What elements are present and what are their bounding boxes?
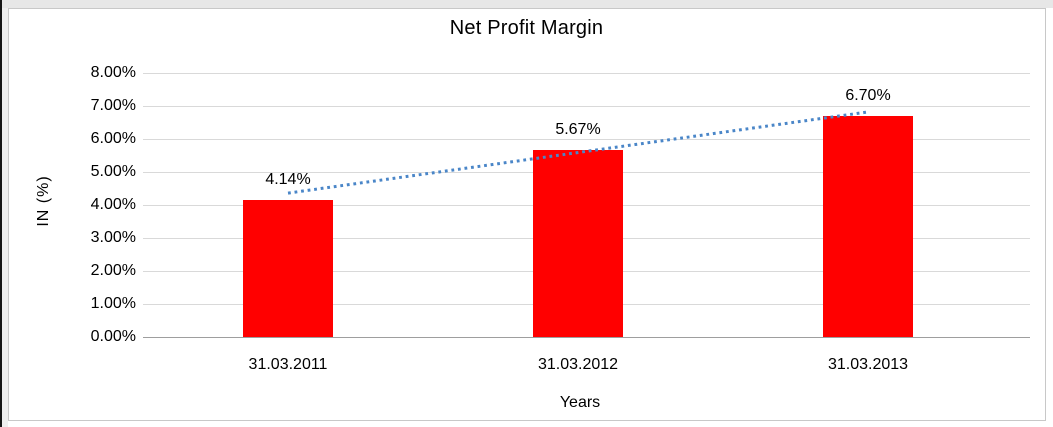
gridline xyxy=(143,73,1030,74)
bar-data-label: 4.14% xyxy=(265,171,311,189)
bar xyxy=(533,149,623,337)
bar xyxy=(243,200,333,337)
bar-data-label: 5.67% xyxy=(555,120,601,138)
x-tick-label: 31.03.2013 xyxy=(827,356,909,373)
x-tick-label: 31.03.2011 xyxy=(248,356,328,373)
chart-title: Net Profit Margin xyxy=(449,17,604,39)
x-axis-title: Years xyxy=(559,394,601,411)
y-tick-label: 8.00% xyxy=(90,64,136,81)
y-tick-label: 5.00% xyxy=(90,163,136,180)
left-black-edge xyxy=(0,0,2,427)
x-axis-line xyxy=(143,337,1030,338)
y-tick-label: 4.00% xyxy=(90,196,136,213)
y-tick-label: 0.00% xyxy=(90,328,136,345)
left-margin-strip xyxy=(2,8,8,427)
top-margin-strip xyxy=(2,0,1053,8)
y-tick-label: 2.00% xyxy=(90,262,136,279)
gridline xyxy=(143,106,1030,107)
x-tick-label: 31.03.2012 xyxy=(537,356,619,373)
bar-data-label: 6.70% xyxy=(845,86,891,104)
y-tick-label: 7.00% xyxy=(90,97,136,114)
y-tick-label: 3.00% xyxy=(90,229,136,246)
y-tick-label: 6.00% xyxy=(90,130,136,147)
bar xyxy=(823,115,913,337)
y-tick-label: 1.00% xyxy=(90,295,136,312)
